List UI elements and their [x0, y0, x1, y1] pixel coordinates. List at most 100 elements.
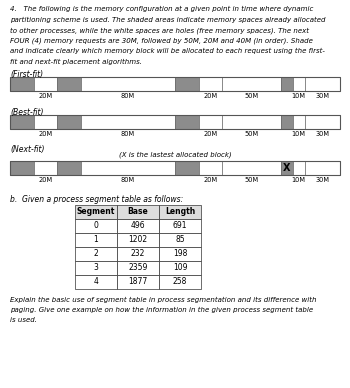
Text: fit and next-fit placement algorithms.: fit and next-fit placement algorithms. — [10, 59, 142, 65]
Text: 80M: 80M — [121, 92, 135, 99]
Bar — [293, 115, 304, 129]
Bar — [10, 115, 34, 129]
Text: 1877: 1877 — [128, 277, 148, 286]
Bar — [34, 115, 57, 129]
Bar — [159, 219, 201, 233]
Bar — [34, 77, 57, 91]
Bar — [57, 115, 81, 129]
Text: b.  Given a process segment table as follows:: b. Given a process segment table as foll… — [10, 195, 183, 204]
Bar — [57, 77, 81, 91]
Text: (Next-fit): (Next-fit) — [10, 145, 44, 154]
Bar — [159, 261, 201, 275]
Bar — [198, 115, 222, 129]
Text: Explain the basic use of segment table in process segmentation and its differenc: Explain the basic use of segment table i… — [10, 297, 316, 303]
Bar — [222, 161, 281, 175]
Text: 50M: 50M — [245, 92, 259, 99]
Bar — [75, 247, 117, 261]
Bar — [222, 77, 281, 91]
Text: 20M: 20M — [38, 92, 52, 99]
Text: 2: 2 — [94, 249, 98, 258]
Bar — [75, 233, 117, 247]
Bar — [222, 115, 281, 129]
Bar — [81, 77, 175, 91]
Text: (X is the lastest allocated block): (X is the lastest allocated block) — [119, 151, 231, 158]
Text: 10M: 10M — [292, 92, 306, 99]
Bar — [281, 161, 293, 175]
Text: Segment: Segment — [77, 208, 115, 217]
Text: 258: 258 — [173, 277, 187, 286]
Text: 3: 3 — [93, 263, 98, 272]
Bar — [159, 275, 201, 289]
Text: 50M: 50M — [245, 130, 259, 137]
Bar — [81, 115, 175, 129]
Bar — [10, 77, 340, 91]
Bar — [304, 161, 340, 175]
Text: 109: 109 — [173, 263, 187, 272]
Text: 20M: 20M — [38, 177, 52, 182]
Text: (Best-fit): (Best-fit) — [10, 108, 43, 117]
Bar — [198, 77, 222, 91]
Text: 85: 85 — [175, 236, 185, 244]
Text: 0: 0 — [93, 222, 98, 230]
Bar — [159, 247, 201, 261]
Bar — [117, 233, 159, 247]
Bar — [175, 77, 198, 91]
Text: paging. Give one example on how the information in the given process segment tab: paging. Give one example on how the info… — [10, 307, 313, 313]
Bar — [175, 115, 198, 129]
Bar — [57, 161, 81, 175]
Bar — [159, 233, 201, 247]
Bar — [10, 161, 34, 175]
Text: to other processes, while the white spaces are holes (free memory spaces). The n: to other processes, while the white spac… — [10, 27, 309, 34]
Text: 1: 1 — [94, 236, 98, 244]
Text: 691: 691 — [173, 222, 187, 230]
Text: 198: 198 — [173, 249, 187, 258]
Text: 20M: 20M — [203, 92, 217, 99]
Bar — [293, 77, 304, 91]
Text: 20M: 20M — [203, 177, 217, 182]
Bar — [117, 261, 159, 275]
Text: 4: 4 — [93, 277, 98, 286]
Text: X: X — [283, 163, 291, 173]
Text: Length: Length — [165, 208, 195, 217]
Bar — [281, 77, 293, 91]
Text: 10M: 10M — [292, 177, 306, 182]
Bar — [293, 161, 304, 175]
Text: 30M: 30M — [315, 177, 329, 182]
Bar — [75, 275, 117, 289]
Bar — [81, 161, 175, 175]
Text: 80M: 80M — [121, 130, 135, 137]
Bar — [304, 115, 340, 129]
Text: 2359: 2359 — [128, 263, 148, 272]
Bar — [117, 275, 159, 289]
Text: Base: Base — [128, 208, 148, 217]
Text: 50M: 50M — [245, 177, 259, 182]
Bar — [304, 77, 340, 91]
Text: 20M: 20M — [203, 130, 217, 137]
Text: 20M: 20M — [38, 130, 52, 137]
Text: 232: 232 — [131, 249, 145, 258]
Bar — [198, 161, 222, 175]
Bar — [75, 261, 117, 275]
Text: FOUR (4) memory requests are 30M, followed by 50M, 20M and 40M (in order). Shade: FOUR (4) memory requests are 30M, follow… — [10, 38, 313, 44]
Bar — [75, 219, 117, 233]
Text: 10M: 10M — [292, 130, 306, 137]
Bar — [117, 247, 159, 261]
Text: 4.   The following is the memory configuration at a given point in time where dy: 4. The following is the memory configura… — [10, 6, 313, 12]
Text: partitioning scheme is used. The shaded areas indicate memory spaces already all: partitioning scheme is used. The shaded … — [10, 17, 326, 23]
Bar — [117, 205, 159, 219]
Bar — [281, 115, 293, 129]
Bar — [10, 161, 340, 175]
Text: 30M: 30M — [315, 130, 329, 137]
Text: 80M: 80M — [121, 177, 135, 182]
Bar — [34, 161, 57, 175]
Text: (First-fit): (First-fit) — [10, 70, 43, 79]
Bar — [117, 219, 159, 233]
Bar — [75, 205, 117, 219]
Text: and indicate clearly which memory block will be allocated to each request using : and indicate clearly which memory block … — [10, 48, 325, 54]
Text: 496: 496 — [131, 222, 145, 230]
Bar — [159, 205, 201, 219]
Text: 1202: 1202 — [128, 236, 148, 244]
Bar — [10, 115, 340, 129]
Bar — [10, 77, 34, 91]
Text: 30M: 30M — [315, 92, 329, 99]
